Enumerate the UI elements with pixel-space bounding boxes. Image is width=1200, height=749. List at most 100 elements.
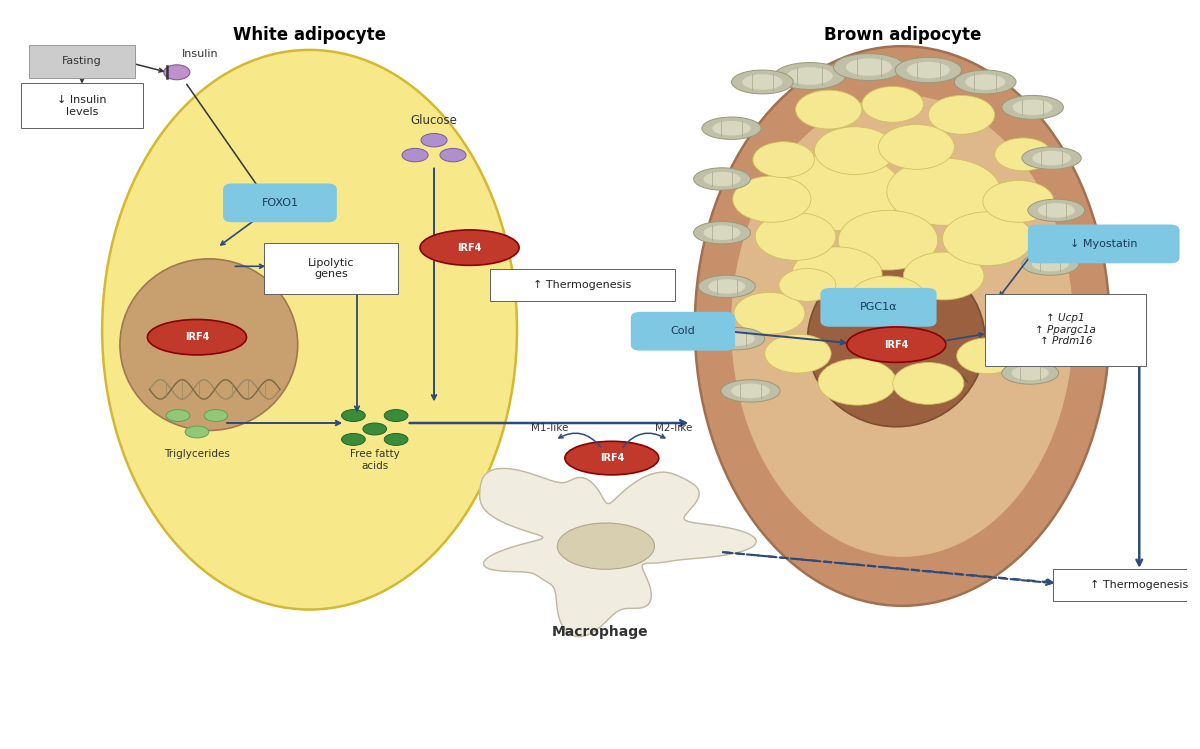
Ellipse shape	[1024, 312, 1061, 326]
Ellipse shape	[995, 138, 1051, 171]
Ellipse shape	[402, 148, 428, 162]
Ellipse shape	[752, 142, 815, 178]
Ellipse shape	[1032, 151, 1070, 166]
Ellipse shape	[420, 230, 520, 265]
Ellipse shape	[1014, 307, 1070, 330]
Ellipse shape	[166, 410, 190, 422]
FancyBboxPatch shape	[631, 312, 736, 351]
Ellipse shape	[850, 276, 926, 321]
Ellipse shape	[1022, 253, 1079, 275]
Text: IRF4: IRF4	[457, 243, 481, 252]
Ellipse shape	[904, 252, 984, 300]
Text: ↓ Myostatin: ↓ Myostatin	[1070, 239, 1138, 249]
Ellipse shape	[694, 168, 750, 190]
Text: Fasting: Fasting	[62, 56, 102, 66]
Ellipse shape	[362, 423, 386, 435]
Ellipse shape	[862, 86, 924, 122]
Ellipse shape	[764, 334, 832, 373]
Ellipse shape	[708, 327, 764, 350]
Text: ↓ Insulin
levels: ↓ Insulin levels	[58, 95, 107, 117]
Ellipse shape	[185, 426, 209, 438]
Ellipse shape	[1022, 147, 1081, 169]
Ellipse shape	[694, 222, 750, 244]
Text: IRF4: IRF4	[185, 333, 209, 342]
Ellipse shape	[755, 213, 836, 261]
Ellipse shape	[787, 67, 833, 85]
Text: Lipolytic
genes: Lipolytic genes	[307, 258, 354, 279]
Ellipse shape	[743, 74, 782, 90]
Ellipse shape	[895, 58, 961, 82]
Ellipse shape	[163, 65, 190, 79]
Ellipse shape	[565, 441, 659, 475]
Ellipse shape	[703, 172, 740, 187]
Text: Free fatty
acids: Free fatty acids	[350, 449, 400, 470]
Ellipse shape	[732, 70, 793, 94]
Ellipse shape	[731, 95, 1073, 557]
Ellipse shape	[815, 127, 895, 175]
Ellipse shape	[818, 359, 896, 405]
Ellipse shape	[878, 124, 954, 169]
Text: IRF4: IRF4	[600, 453, 624, 463]
Ellipse shape	[1002, 95, 1063, 119]
Ellipse shape	[1013, 100, 1052, 115]
Text: Triglycerides: Triglycerides	[164, 449, 230, 459]
FancyBboxPatch shape	[20, 83, 143, 128]
Ellipse shape	[792, 247, 882, 300]
Text: FOXO1: FOXO1	[262, 198, 299, 208]
Ellipse shape	[204, 410, 228, 422]
Ellipse shape	[721, 380, 780, 402]
FancyBboxPatch shape	[821, 288, 936, 327]
Ellipse shape	[887, 158, 1001, 225]
Ellipse shape	[698, 275, 755, 297]
Ellipse shape	[992, 294, 1058, 333]
Ellipse shape	[713, 121, 751, 136]
Ellipse shape	[983, 181, 1054, 222]
Ellipse shape	[440, 148, 466, 162]
Ellipse shape	[148, 320, 246, 355]
Text: IRF4: IRF4	[884, 339, 908, 350]
Ellipse shape	[342, 434, 365, 446]
Ellipse shape	[421, 133, 448, 147]
Ellipse shape	[956, 338, 1019, 374]
Ellipse shape	[708, 279, 745, 294]
Ellipse shape	[120, 259, 298, 431]
Text: Insulin: Insulin	[182, 49, 218, 58]
Text: Macrophage: Macrophage	[552, 625, 648, 639]
Ellipse shape	[733, 176, 811, 222]
Ellipse shape	[772, 153, 902, 231]
Ellipse shape	[718, 331, 755, 346]
Text: Brown adipocyte: Brown adipocyte	[823, 26, 980, 44]
Ellipse shape	[929, 95, 995, 134]
FancyBboxPatch shape	[223, 184, 337, 222]
Text: M1-like: M1-like	[532, 423, 569, 433]
Text: Cold: Cold	[671, 327, 695, 336]
Text: ↑ Thermogenesis: ↑ Thermogenesis	[533, 280, 631, 290]
FancyBboxPatch shape	[1028, 225, 1180, 264]
FancyBboxPatch shape	[985, 294, 1146, 366]
FancyBboxPatch shape	[490, 269, 674, 301]
Ellipse shape	[796, 90, 862, 129]
Ellipse shape	[954, 70, 1016, 94]
Ellipse shape	[702, 117, 761, 139]
Ellipse shape	[808, 255, 985, 427]
Ellipse shape	[965, 74, 1006, 90]
Ellipse shape	[942, 212, 1032, 266]
Ellipse shape	[907, 62, 950, 79]
Polygon shape	[480, 468, 756, 637]
Ellipse shape	[1002, 362, 1058, 384]
Ellipse shape	[834, 54, 905, 80]
Ellipse shape	[893, 363, 964, 404]
Text: ↑ Ucp1
↑ Ppargc1a
↑ Prdm16: ↑ Ucp1 ↑ Ppargc1a ↑ Prdm16	[1036, 313, 1097, 346]
Ellipse shape	[1028, 199, 1085, 222]
Ellipse shape	[557, 523, 654, 569]
FancyBboxPatch shape	[29, 45, 136, 77]
Text: ↑ Thermogenesis: ↑ Thermogenesis	[1090, 580, 1188, 590]
Ellipse shape	[1038, 203, 1075, 218]
Ellipse shape	[731, 383, 769, 398]
Ellipse shape	[1012, 366, 1049, 380]
Ellipse shape	[779, 269, 836, 301]
Ellipse shape	[847, 327, 946, 363]
Ellipse shape	[774, 63, 845, 89]
Ellipse shape	[384, 410, 408, 422]
Ellipse shape	[734, 292, 805, 334]
